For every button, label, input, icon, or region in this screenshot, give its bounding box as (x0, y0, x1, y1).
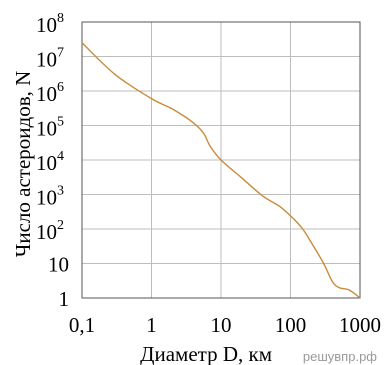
x-tick-label-3: 100 (275, 313, 307, 337)
y-tick-label-5: 105 (36, 115, 64, 141)
y-tick-label-8: 108 (36, 11, 64, 37)
x-tick-labels: 0,1 1 10 100 1000 (69, 313, 381, 337)
x-tick-label-2: 10 (211, 313, 232, 337)
y-tick-label-3: 103 (36, 184, 64, 210)
y-tick-label-6: 106 (36, 80, 64, 106)
plot-frame (81, 21, 361, 299)
x-tick-label-1: 1 (146, 313, 157, 337)
y-tick-label-2: 102 (36, 218, 64, 244)
y-tick-label-4: 104 (36, 149, 64, 175)
series-line-asteroid-count (81, 42, 361, 299)
y-tick-label-0: 1 (59, 287, 70, 311)
y-tick-label-1: 10 (48, 253, 69, 277)
watermark: решувпр.рф (303, 349, 377, 364)
x-tick-label-0: 0,1 (69, 313, 95, 337)
y-axis-title: Число астероидов, N (11, 71, 35, 258)
y-tick-labels: 1 10 102 103 104 105 106 107 108 (36, 11, 69, 311)
x-tick-label-4: 1000 (339, 313, 381, 337)
y-tick-label-7: 107 (36, 46, 64, 72)
x-axis-title: Диаметр D, км (140, 342, 272, 365)
